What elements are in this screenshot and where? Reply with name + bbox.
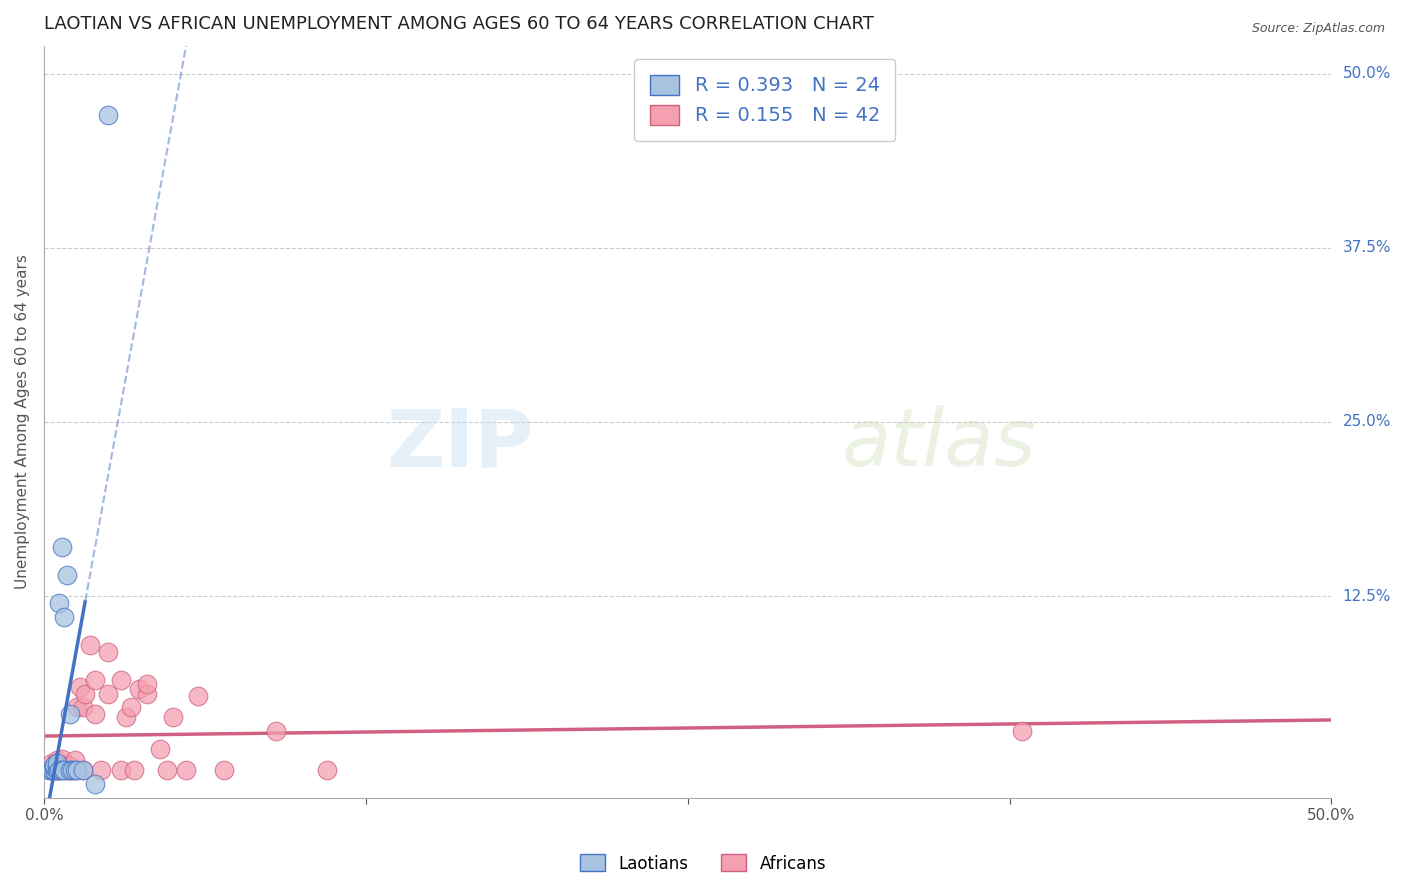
Point [63,763,86,777]
Text: 37.5%: 37.5% [1343,240,1391,255]
Point [115,710,138,724]
Legend: R = 0.393   N = 24, R = 0.155   N = 42: R = 0.393 N = 24, R = 0.155 N = 42 [634,59,896,141]
Point [59,763,82,777]
Point [97,645,120,659]
Point [48,763,70,777]
Point [110,763,132,777]
Point [60,763,83,777]
Point [84,777,107,791]
Point [174,763,197,777]
Point [51,752,73,766]
Point [72,763,94,777]
Point [59,759,82,773]
Text: atlas: atlas [842,406,1036,483]
Point [156,763,179,777]
Point [45,763,67,777]
Point [44,760,66,774]
Point [45,763,67,777]
Point [72,700,94,714]
Point [44,763,66,777]
Point [45,754,67,768]
Text: Source: ZipAtlas.com: Source: ZipAtlas.com [1251,22,1385,36]
Text: 25.0%: 25.0% [1343,415,1391,429]
Point [45,759,67,773]
Point [51,763,73,777]
Text: 50.0%: 50.0% [1343,66,1391,81]
Point [56,763,79,777]
Point [79,638,101,652]
Point [41,763,63,777]
Point [45,756,67,771]
Y-axis label: Unemployment Among Ages 60 to 64 years: Unemployment Among Ages 60 to 64 years [15,254,30,590]
Point [51,541,73,555]
Point [135,687,157,701]
Point [66,763,89,777]
Point [84,707,107,722]
Point [48,596,70,610]
Text: LAOTIAN VS AFRICAN UNEMPLOYMENT AMONG AGES 60 TO 64 YEARS CORRELATION CHART: LAOTIAN VS AFRICAN UNEMPLOYMENT AMONG AG… [44,15,873,33]
Point [120,700,142,714]
Point [41,763,63,777]
Point [162,710,184,724]
Point [63,754,86,768]
Point [41,756,63,771]
Point [122,763,145,777]
Point [135,677,157,691]
Point [90,763,112,777]
Point [1011,724,1033,739]
Point [149,742,172,756]
Point [97,108,120,122]
Point [264,724,287,739]
Point [72,763,94,777]
Point [59,707,82,722]
Point [66,700,89,714]
Point [41,763,63,777]
Point [56,568,79,582]
Point [84,673,107,687]
Point [53,763,76,777]
Point [48,763,70,777]
Point [51,759,73,773]
Text: 12.5%: 12.5% [1343,589,1391,604]
Point [75,687,97,701]
Point [97,687,120,701]
Point [53,610,76,624]
Point [53,759,76,773]
Point [212,763,235,777]
Point [44,763,66,777]
Point [128,682,150,697]
Point [44,757,66,772]
Legend: Laotians, Africans: Laotians, Africans [574,847,832,880]
Point [69,680,91,694]
Point [45,759,67,773]
Point [316,763,339,777]
Point [38,763,60,777]
Text: ZIP: ZIP [385,406,533,483]
Point [110,673,132,687]
Point [187,690,209,704]
Point [59,763,82,777]
